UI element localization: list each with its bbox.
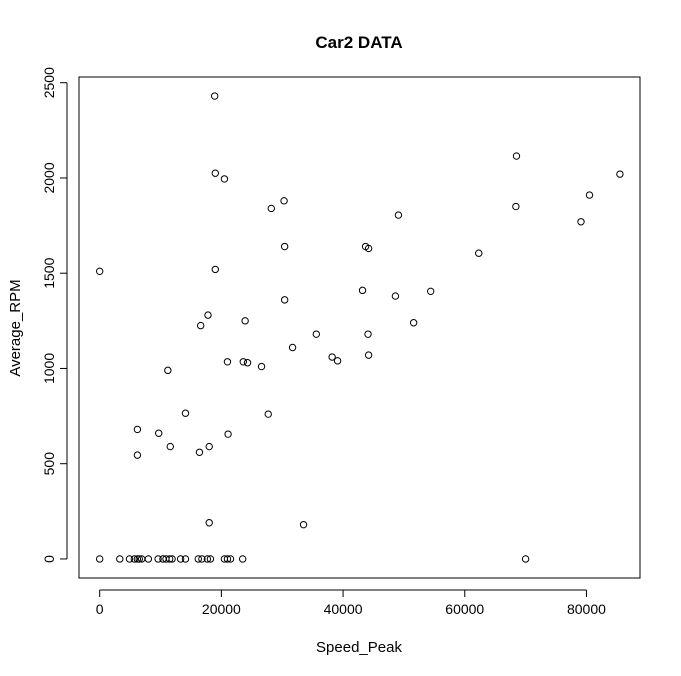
- chart-title: Car2 DATA: [315, 33, 402, 52]
- data-point: [394, 211, 403, 219]
- x-tick-label: 20000: [202, 601, 241, 617]
- data-point: [280, 197, 288, 205]
- data-point: [333, 357, 342, 365]
- data-point: [243, 359, 252, 367]
- y-axis: 0 500 1000 1500 2000 2500: [41, 67, 68, 563]
- data-point: [205, 519, 213, 527]
- x-tick-label: 80000: [567, 601, 606, 617]
- data-point: [267, 204, 275, 213]
- data-point: [194, 555, 202, 563]
- data-point: [223, 555, 232, 563]
- data-point: [364, 351, 373, 359]
- data-point: [220, 175, 229, 183]
- data-point: [257, 362, 266, 371]
- y-tick-label: 0: [41, 555, 57, 563]
- x-tick-label: 60000: [445, 601, 484, 617]
- plot-frame: [78, 76, 641, 579]
- data-point: [198, 555, 206, 563]
- data-point: [358, 286, 367, 295]
- y-tick-label: 2000: [41, 162, 57, 193]
- data-point: [211, 169, 219, 177]
- data-point: [280, 242, 289, 251]
- data-point: [205, 442, 213, 451]
- data-point: [133, 451, 142, 459]
- data-point: [166, 442, 174, 451]
- data-point: [206, 555, 215, 563]
- data-point: [312, 330, 320, 338]
- x-axis-label: Speed_Peak: [316, 639, 402, 656]
- data-point: [577, 218, 585, 226]
- data-point: [196, 321, 205, 330]
- data-point: [116, 555, 124, 563]
- data-point: [241, 317, 249, 325]
- data-point: [195, 448, 204, 456]
- data-point: [95, 555, 104, 563]
- data-point: [585, 191, 594, 199]
- data-point: [95, 267, 104, 276]
- data-point: [204, 311, 212, 319]
- y-tick-label: 1000: [41, 353, 57, 384]
- data-point: [616, 170, 624, 178]
- data-point: [280, 296, 289, 304]
- data-point: [364, 244, 373, 253]
- y-axis-label: Average_RPM: [7, 279, 24, 376]
- data-point: [475, 249, 483, 257]
- data-point: [512, 152, 521, 160]
- data-points: [95, 92, 624, 563]
- x-tick-label: 0: [96, 601, 104, 617]
- data-point: [426, 287, 435, 296]
- data-point: [223, 358, 232, 366]
- data-point: [181, 555, 190, 563]
- data-point: [239, 358, 247, 366]
- data-point: [135, 555, 143, 563]
- data-point: [125, 555, 134, 563]
- data-point: [224, 430, 232, 438]
- x-tick-label: 40000: [324, 601, 363, 617]
- data-point: [176, 555, 185, 563]
- data-point: [130, 555, 139, 563]
- data-point: [181, 409, 190, 417]
- data-point: [133, 425, 142, 434]
- data-point: [364, 330, 372, 338]
- y-tick-label: 1500: [41, 257, 57, 288]
- data-point: [154, 555, 162, 563]
- data-point: [264, 410, 272, 418]
- y-tick-label: 2500: [41, 67, 57, 98]
- data-point: [512, 202, 520, 211]
- data-point: [210, 92, 219, 100]
- data-point: [391, 292, 400, 300]
- data-point: [144, 555, 153, 563]
- x-axis: 0 20000 40000 60000 80000: [96, 589, 606, 617]
- data-point: [164, 366, 172, 375]
- data-point: [288, 343, 297, 352]
- data-point: [155, 429, 163, 437]
- data-point: [168, 555, 176, 563]
- data-point: [238, 555, 247, 563]
- data-point: [299, 520, 308, 529]
- data-point: [165, 555, 174, 563]
- y-tick-label: 500: [41, 452, 57, 476]
- data-point: [328, 353, 336, 361]
- data-point: [203, 555, 212, 563]
- data-point: [211, 265, 219, 274]
- data-point: [409, 319, 418, 327]
- data-point: [521, 555, 530, 563]
- data-point: [226, 555, 235, 563]
